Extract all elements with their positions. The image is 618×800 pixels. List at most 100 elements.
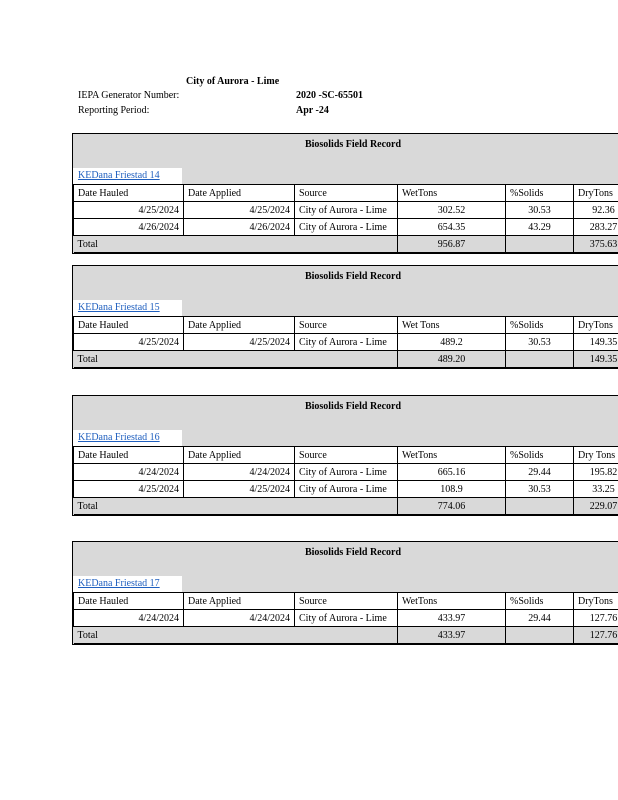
generator-value: 2020 -SC-65501 bbox=[296, 90, 363, 101]
column-header-row: Date Hauled Date Applied Source WetTons %Sol… bbox=[73, 446, 618, 464]
column-header-row: Date Hauled Date Applied Source WetTons %Sol… bbox=[73, 592, 618, 610]
column-header: DryTons bbox=[573, 184, 618, 202]
table-cell: 92.36 bbox=[573, 201, 618, 219]
column-header: WetTons bbox=[397, 592, 506, 610]
column-header: Dry Tons bbox=[573, 446, 618, 464]
table-cell: 149.35 bbox=[573, 333, 618, 351]
table-cell: 4/25/2024 bbox=[183, 480, 295, 498]
column-header: WetTons bbox=[397, 184, 506, 202]
column-header: %Solids bbox=[505, 316, 574, 334]
total-label: Total bbox=[73, 497, 398, 515]
total-row: Total 433.97 127.76 bbox=[73, 626, 618, 644]
table-cell: 29.44 bbox=[505, 609, 574, 627]
column-header: %Solids bbox=[505, 592, 574, 610]
field-link-box: KEDana Friestad 14 bbox=[73, 168, 182, 184]
table-row: 4/24/2024 4/24/2024 City of Aurora - Lime 4… bbox=[73, 609, 618, 627]
field-link[interactable]: KEDana Friestad 17 bbox=[78, 578, 160, 589]
total-solids-empty bbox=[505, 497, 574, 515]
table-cell: 30.53 bbox=[505, 480, 574, 498]
column-header: Source bbox=[294, 446, 398, 464]
table-cell: 4/24/2024 bbox=[183, 609, 295, 627]
record-title: Biosolids Field Record bbox=[304, 401, 402, 412]
table-row: 4/25/2024 4/25/2024 City of Aurora - Lime 3… bbox=[73, 201, 618, 219]
table-cell: 4/25/2024 bbox=[73, 333, 184, 351]
column-header: %Solids bbox=[505, 184, 574, 202]
field-row: KEDana Friestad 15 bbox=[73, 300, 618, 316]
field-link[interactable]: KEDana Friestad 16 bbox=[78, 432, 160, 443]
field-link-box: KEDana Friestad 15 bbox=[73, 300, 182, 316]
column-header: Date Applied bbox=[183, 316, 295, 334]
table-cell: 30.53 bbox=[505, 333, 574, 351]
total-solids-empty bbox=[505, 350, 574, 368]
column-header: Date Hauled bbox=[73, 446, 184, 464]
total-label: Total bbox=[73, 350, 398, 368]
table-cell: 127.76 bbox=[573, 609, 618, 627]
column-header: WetTons bbox=[397, 446, 506, 464]
total-wet-tons: 433.97 bbox=[397, 626, 506, 644]
field-record: Biosolids Field Record KEDana Friestad 16… bbox=[72, 395, 618, 516]
column-header: %Solids bbox=[505, 446, 574, 464]
field-row: KEDana Friestad 16 bbox=[73, 430, 618, 446]
field-link[interactable]: KEDana Friestad 15 bbox=[78, 302, 160, 313]
column-header: Date Applied bbox=[183, 184, 295, 202]
field-record: Biosolids Field Record KEDana Friestad 15… bbox=[72, 265, 618, 369]
total-solids-empty bbox=[505, 235, 574, 253]
total-solids-empty bbox=[505, 626, 574, 644]
record-table: Date Hauled Date Applied Source Wet Tons %So… bbox=[73, 316, 618, 368]
table-cell: 433.97 bbox=[397, 609, 506, 627]
table-cell: 4/25/2024 bbox=[183, 333, 295, 351]
total-wet-tons: 489.20 bbox=[397, 350, 506, 368]
record-table: Date Hauled Date Applied Source WetTons %Sol… bbox=[73, 184, 618, 253]
total-row: Total 489.20 149.35 bbox=[73, 350, 618, 368]
record-table: Date Hauled Date Applied Source WetTons %Sol… bbox=[73, 592, 618, 644]
table-cell: 4/25/2024 bbox=[73, 480, 184, 498]
total-row: Total 774.06 229.07 bbox=[73, 497, 618, 515]
table-cell: 195.82 bbox=[573, 463, 618, 481]
record-title: Biosolids Field Record bbox=[304, 139, 402, 150]
field-link-box: KEDana Friestad 17 bbox=[73, 576, 182, 592]
table-cell: 665.16 bbox=[397, 463, 506, 481]
table-cell: City of Aurora - Lime bbox=[294, 463, 398, 481]
column-header: Date Hauled bbox=[73, 184, 184, 202]
field-link[interactable]: KEDana Friestad 14 bbox=[78, 170, 160, 181]
record-title: Biosolids Field Record bbox=[304, 547, 402, 558]
table-row: 4/25/2024 4/25/2024 City of Aurora - Lime 1… bbox=[73, 480, 618, 498]
record-title: Biosolids Field Record bbox=[304, 271, 402, 282]
table-cell: 43.29 bbox=[505, 218, 574, 236]
column-header: Source bbox=[294, 184, 398, 202]
column-header-row: Date Hauled Date Applied Source Wet Tons %So… bbox=[73, 316, 618, 334]
table-row: 4/26/2024 4/26/2024 City of Aurora - Lime 6… bbox=[73, 218, 618, 236]
table-cell: 302.52 bbox=[397, 201, 506, 219]
field-row: KEDana Friestad 17 bbox=[73, 576, 618, 592]
generator-label: IEPA Generator Number: bbox=[78, 90, 180, 101]
table-cell: 654.35 bbox=[397, 218, 506, 236]
table-cell: 33.25 bbox=[573, 480, 618, 498]
period-value: Apr -24 bbox=[296, 105, 329, 116]
total-row: Total 956.87 375.63 bbox=[73, 235, 618, 253]
total-dry-tons: 127.76 bbox=[573, 626, 618, 644]
total-dry-tons: 149.35 bbox=[573, 350, 618, 368]
column-header: Source bbox=[294, 592, 398, 610]
table-cell: City of Aurora - Lime bbox=[294, 333, 398, 351]
table-cell: 4/24/2024 bbox=[73, 609, 184, 627]
table-cell: 30.53 bbox=[505, 201, 574, 219]
field-record: Biosolids Field Record KEDana Friestad 17… bbox=[72, 541, 618, 645]
record-table: Date Hauled Date Applied Source WetTons %Sol… bbox=[73, 446, 618, 515]
column-header: Date Hauled bbox=[73, 316, 184, 334]
table-row: 4/24/2024 4/24/2024 City of Aurora - Lime 6… bbox=[73, 463, 618, 481]
total-label: Total bbox=[73, 235, 398, 253]
field-link-box: KEDana Friestad 16 bbox=[73, 430, 182, 446]
total-dry-tons: 375.63 bbox=[573, 235, 618, 253]
table-cell: 4/26/2024 bbox=[73, 218, 184, 236]
table-cell: 4/24/2024 bbox=[73, 463, 184, 481]
table-cell: 4/26/2024 bbox=[183, 218, 295, 236]
table-cell: City of Aurora - Lime bbox=[294, 609, 398, 627]
column-header: Wet Tons bbox=[397, 316, 506, 334]
total-wet-tons: 956.87 bbox=[397, 235, 506, 253]
column-header: Date Applied bbox=[183, 592, 295, 610]
total-label: Total bbox=[73, 626, 398, 644]
column-header: DryTons bbox=[573, 592, 618, 610]
column-header: DryTons bbox=[573, 316, 618, 334]
table-row: 4/25/2024 4/25/2024 City of Aurora - Lime 4… bbox=[73, 333, 618, 351]
table-cell: City of Aurora - Lime bbox=[294, 201, 398, 219]
